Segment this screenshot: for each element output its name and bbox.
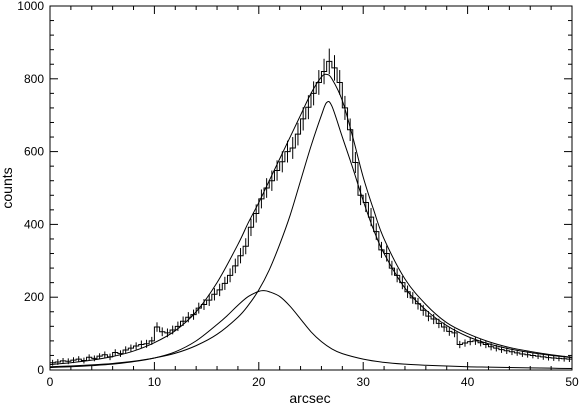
x-tick-label: 50 [565, 375, 579, 389]
y-tick-label: 600 [24, 145, 44, 159]
y-tick-label: 400 [24, 217, 44, 231]
histogram-series [50, 48, 572, 366]
x-tick-label: 40 [461, 375, 475, 389]
y-axis-title: counts [0, 167, 15, 208]
model-curve-1 [50, 73, 572, 366]
plot-series [50, 48, 572, 370]
histogram-step-line [50, 60, 572, 364]
model-curve-2 [50, 100, 572, 368]
model-curve-3 [50, 290, 572, 370]
x-tick-label: 20 [252, 375, 266, 389]
y-tick-label: 800 [24, 72, 44, 86]
plot-frame [49, 5, 573, 371]
axes: 0 10 20 30 40 50 0 200 400 600 800 1000 [17, 0, 579, 389]
x-tick-label: 10 [148, 375, 162, 389]
x-tick-label: 0 [47, 375, 54, 389]
y-tick-label: 200 [24, 290, 44, 304]
plot-area [50, 48, 572, 370]
y-tick-label: 1000 [17, 0, 44, 13]
x-tick-label: 30 [357, 375, 371, 389]
x-axis-title: arcsec [289, 390, 330, 406]
y-tick-label: 0 [37, 363, 44, 377]
